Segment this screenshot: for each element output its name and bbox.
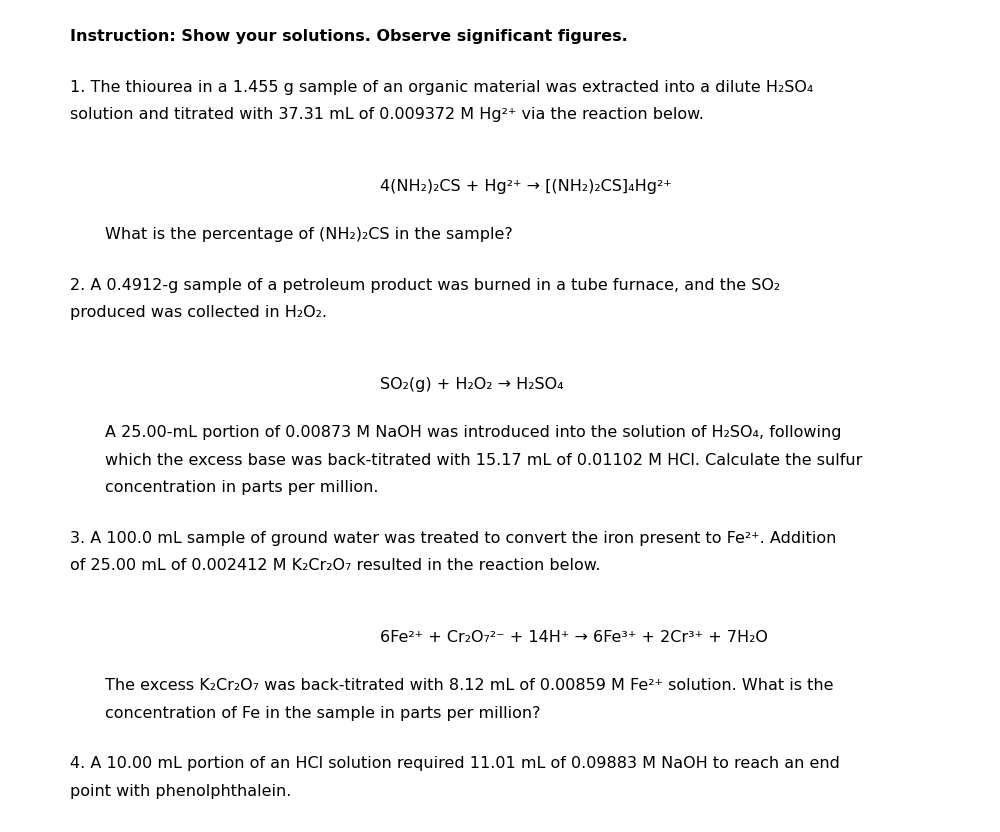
Text: Instruction: Show your solutions. Observe significant figures.: Instruction: Show your solutions. Observ… [70,29,628,44]
Text: solution and titrated with 37.31 mL of 0.009372 M Hg²⁺ via the reaction below.: solution and titrated with 37.31 mL of 0… [70,107,704,122]
Text: A 25.00-mL portion of 0.00873 M NaOH was introduced into the solution of H₂SO₄, : A 25.00-mL portion of 0.00873 M NaOH was… [105,425,842,440]
Text: concentration in parts per million.: concentration in parts per million. [105,480,378,495]
Text: 3. A 100.0 mL sample of ground water was treated to convert the iron present to : 3. A 100.0 mL sample of ground water was… [70,531,836,546]
Text: concentration of Fe in the sample in parts per million?: concentration of Fe in the sample in par… [105,706,540,721]
Text: What is the percentage of (NH₂)₂CS in the sample?: What is the percentage of (NH₂)₂CS in th… [105,227,513,242]
Text: SO₂(g) + H₂O₂ → H₂SO₄: SO₂(g) + H₂O₂ → H₂SO₄ [380,377,564,392]
Text: produced was collected in H₂O₂.: produced was collected in H₂O₂. [70,305,327,320]
Text: 6Fe²⁺ + Cr₂O₇²⁻ + 14H⁺ → 6Fe³⁺ + 2Cr³⁺ + 7H₂O: 6Fe²⁺ + Cr₂O₇²⁻ + 14H⁺ → 6Fe³⁺ + 2Cr³⁺ +… [380,630,768,645]
Text: 2. A 0.4912-g sample of a petroleum product was burned in a tube furnace, and th: 2. A 0.4912-g sample of a petroleum prod… [70,278,780,293]
Text: The excess K₂Cr₂O₇ was back-titrated with 8.12 mL of 0.00859 M Fe²⁺ solution. Wh: The excess K₂Cr₂O₇ was back-titrated wit… [105,678,834,693]
Text: 4. A 10.00 mL portion of an HCl solution required 11.01 mL of 0.09883 M NaOH to : 4. A 10.00 mL portion of an HCl solution… [70,756,840,771]
Text: point with phenolphthalein.: point with phenolphthalein. [70,784,291,799]
Text: 1. The thiourea in a 1.455 g sample of an organic material was extracted into a : 1. The thiourea in a 1.455 g sample of a… [70,80,813,95]
Text: of 25.00 mL of 0.002412 M K₂Cr₂O₇ resulted in the reaction below.: of 25.00 mL of 0.002412 M K₂Cr₂O₇ result… [70,558,600,573]
Text: 4(NH₂)₂CS + Hg²⁺ → [(NH₂)₂CS]₄Hg²⁺: 4(NH₂)₂CS + Hg²⁺ → [(NH₂)₂CS]₄Hg²⁺ [380,179,672,194]
Text: which the excess base was back-titrated with 15.17 mL of 0.01102 M HCl. Calculat: which the excess base was back-titrated … [105,453,862,468]
